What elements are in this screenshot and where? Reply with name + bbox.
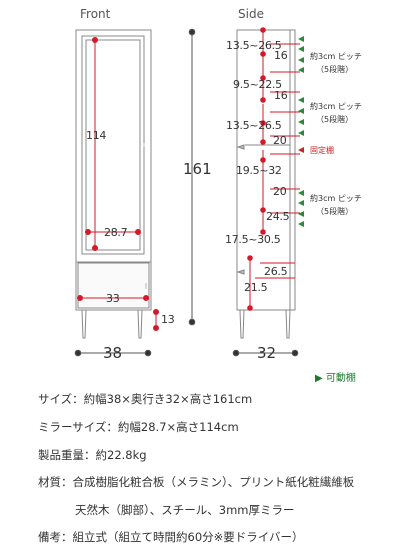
pitch1-note: 約3cm ピッチ bbox=[310, 52, 362, 61]
front-leg-left bbox=[81, 309, 87, 339]
side-view-title: Side bbox=[238, 7, 264, 21]
depth-label: 32 bbox=[257, 344, 277, 362]
fixed-shelf-arrow bbox=[298, 147, 304, 153]
pitch1-steps: （5段階） bbox=[316, 65, 354, 74]
gap2-label: 13.5~26.5 bbox=[226, 119, 282, 132]
dim-dot bbox=[188, 28, 196, 36]
spec-material: 材質：合成樹脂化粧合板（メラミン）、プリント紙化粧繊維板 bbox=[38, 475, 355, 489]
front-dimensions bbox=[77, 37, 159, 331]
shelf2-label: 16 bbox=[274, 89, 288, 102]
drawer-width-label: 33 bbox=[106, 292, 120, 305]
gap3-label: 19.5~32 bbox=[236, 164, 282, 177]
dim-dot bbox=[92, 37, 98, 43]
play-arrow-icon: ▶ bbox=[315, 373, 323, 384]
mirror-width-label: 28.7 bbox=[104, 226, 128, 239]
front-leg-right bbox=[137, 309, 143, 339]
dim-dot bbox=[153, 309, 159, 315]
side-top-gap-label: 13.5~26.5 bbox=[226, 39, 282, 52]
drawer-front bbox=[77, 262, 150, 309]
mirror-frame bbox=[81, 35, 145, 255]
side-leg-front bbox=[239, 309, 245, 339]
dim-dot bbox=[188, 318, 196, 326]
pitch2-note: 約3cm ピッチ bbox=[310, 102, 362, 111]
leg-height-label: 13 bbox=[161, 313, 175, 326]
dim-dot bbox=[291, 349, 299, 357]
dim-dot bbox=[232, 349, 240, 357]
dim-dot bbox=[74, 349, 82, 357]
spec-material-cont: 天然木（脚部）、スチール、3mm厚ミラー bbox=[75, 503, 295, 517]
movable-shelf-label: 可動棚 bbox=[325, 373, 356, 384]
overall-dimensions bbox=[74, 28, 299, 357]
side-hinge-1 bbox=[236, 144, 245, 150]
total-height-label: 161 bbox=[183, 160, 212, 178]
spec-mirror: ミラーサイズ：約幅28.7×高さ114cm bbox=[38, 420, 239, 434]
pitch-arrows bbox=[298, 36, 304, 227]
dim-dot bbox=[143, 295, 149, 301]
mirror-inner bbox=[85, 39, 141, 251]
shelf6-label: 26.5 bbox=[264, 265, 288, 278]
front-body bbox=[75, 29, 152, 311]
pitch2-steps: （5段階） bbox=[316, 115, 354, 124]
dim-dot bbox=[92, 245, 98, 251]
fixed-shelf-note: 固定棚 bbox=[310, 146, 334, 155]
dim-dot bbox=[85, 229, 91, 235]
mirror-height-label: 114 bbox=[86, 129, 107, 142]
shelf1-label: 16 bbox=[274, 49, 288, 62]
dim-dot bbox=[135, 229, 141, 235]
side-body bbox=[236, 29, 296, 311]
pitch3-note: 約3cm ピッチ bbox=[310, 194, 362, 203]
dim-dot bbox=[144, 349, 152, 357]
shelf4-label: 20 bbox=[273, 185, 287, 198]
side-leg-back bbox=[285, 309, 291, 339]
spec-weight: 製品重量：約22.8kg bbox=[38, 448, 147, 462]
movable-shelf-legend: ▶ 可動棚 bbox=[315, 374, 356, 384]
gap1-label: 9.5~22.5 bbox=[233, 78, 282, 91]
width-label: 38 bbox=[103, 344, 123, 362]
side-dimensions bbox=[247, 27, 300, 311]
shelf5-label: 24.5 bbox=[266, 210, 290, 223]
shelf3-label: 20 bbox=[273, 134, 287, 147]
side-hinge-2 bbox=[236, 269, 245, 275]
spec-note: 備考：組立式（組立て時間約60分※要ドライバー） bbox=[38, 530, 304, 544]
cabinet-drawing bbox=[74, 27, 304, 357]
front-view bbox=[75, 29, 152, 339]
bottom-gap-label: 21.5 bbox=[244, 281, 268, 294]
spec-size: サイズ：約幅38×奥行き32×高さ161cm bbox=[38, 392, 253, 406]
dim-dot bbox=[77, 295, 83, 301]
gap4-label: 17.5~30.5 bbox=[225, 233, 281, 246]
dim-dot bbox=[153, 325, 159, 331]
pitch3-steps: （5段階） bbox=[316, 207, 354, 216]
front-view-title: Front bbox=[80, 7, 111, 21]
